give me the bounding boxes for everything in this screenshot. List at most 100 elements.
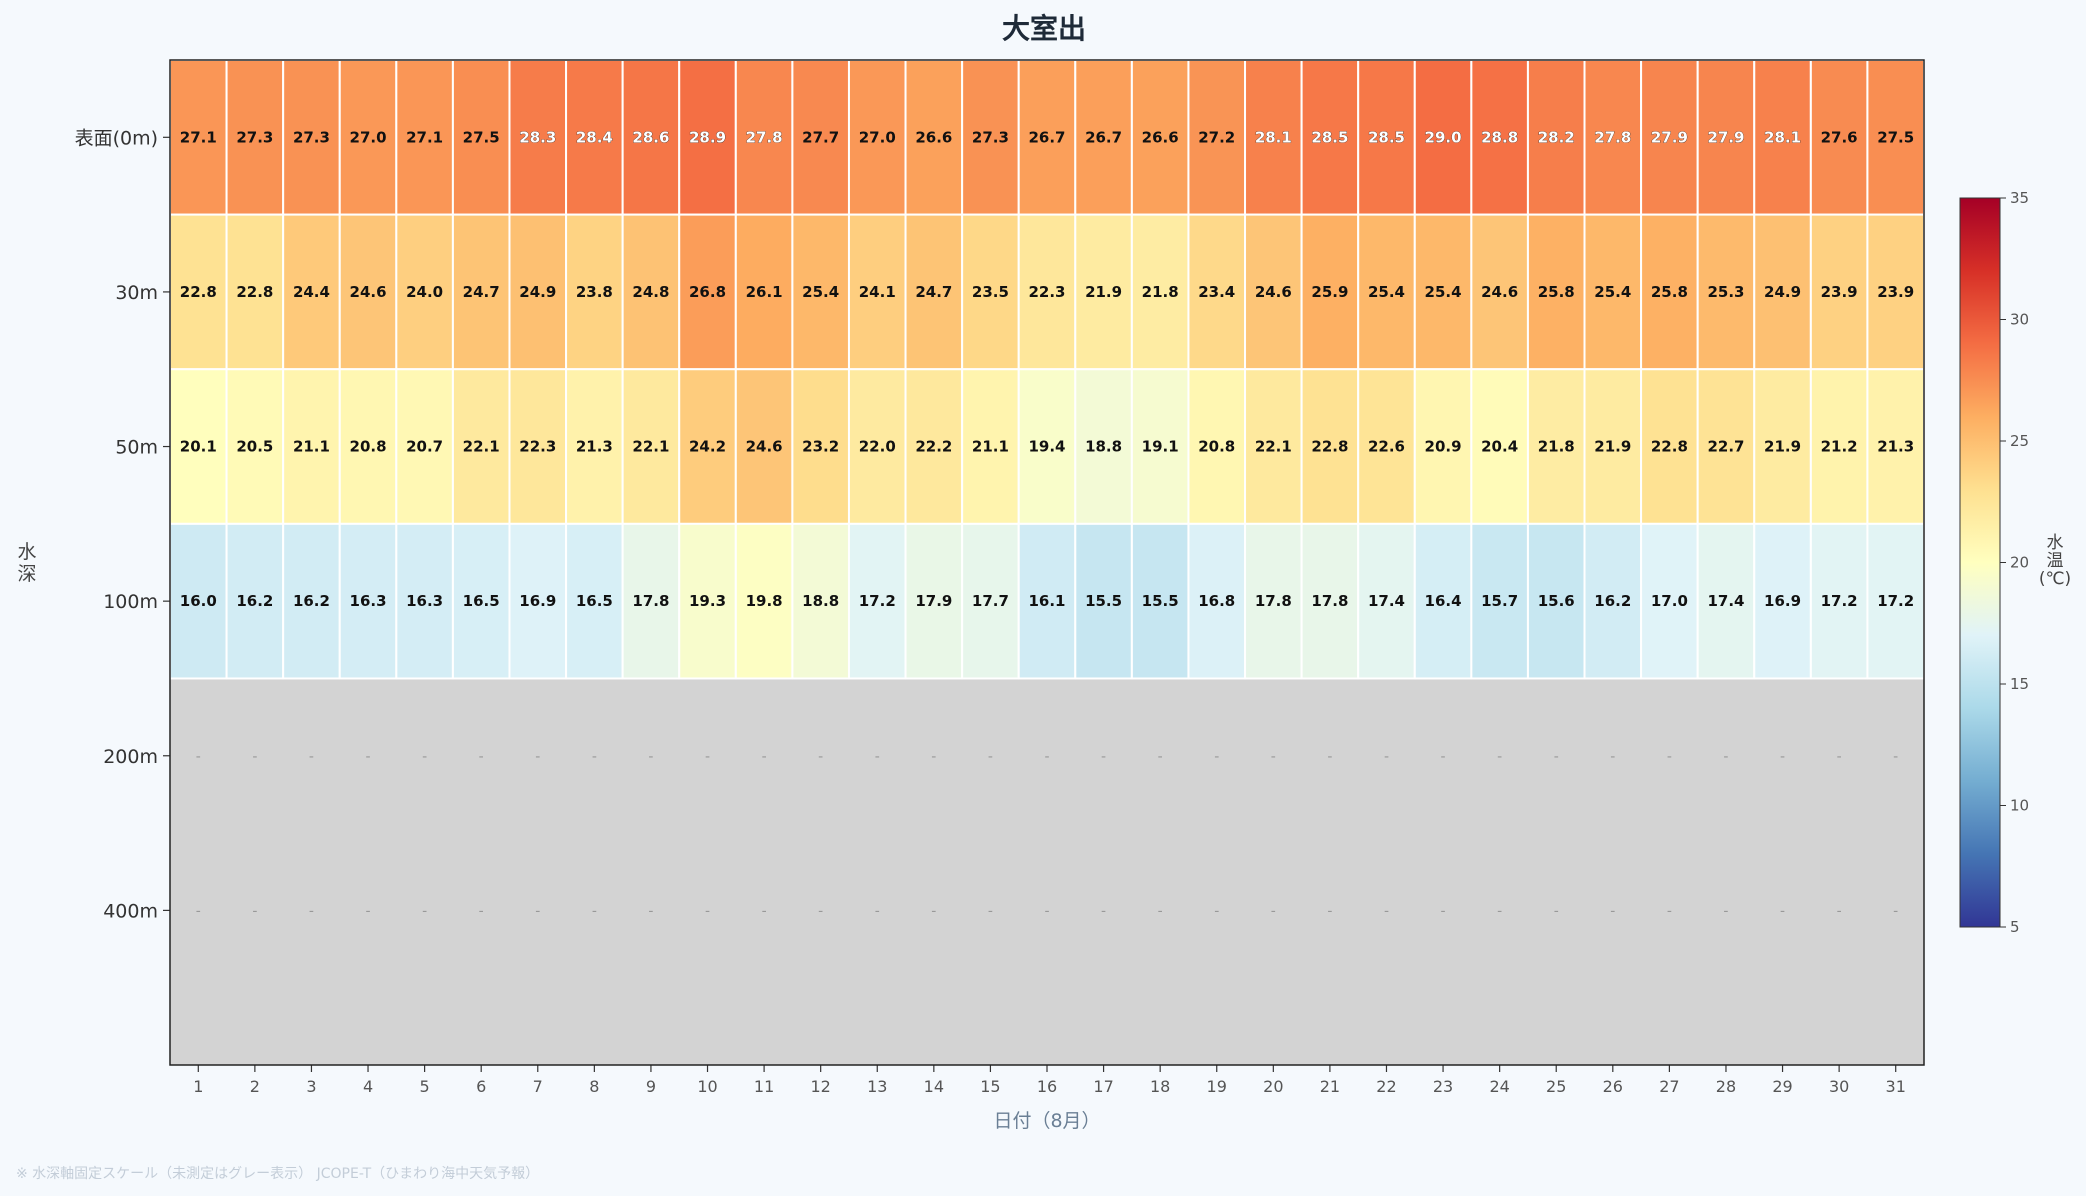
- cell-value-label: 20.4: [1481, 438, 1518, 456]
- heatmap-cell: [1526, 213, 1586, 371]
- heatmap-cell: [1357, 522, 1416, 680]
- cell-value-label: 28.8: [1481, 128, 1518, 146]
- missing-value-label: -: [422, 749, 427, 765]
- missing-value-label: -: [875, 903, 880, 919]
- colorbar-tick-label: 35: [2010, 189, 2029, 207]
- missing-value-label: -: [762, 903, 767, 919]
- heatmap-cell: [961, 213, 1020, 371]
- missing-value-label: -: [931, 903, 936, 919]
- heatmap-cell: [1866, 59, 1925, 216]
- missing-value-label: -: [931, 749, 936, 765]
- heatmap-cell: [282, 522, 341, 680]
- heatmap-cell: [1244, 213, 1303, 371]
- missing-value-label: -: [1158, 903, 1163, 919]
- cell-value-label: 22.3: [1028, 283, 1065, 301]
- cell-value-label: 22.1: [1255, 438, 1292, 456]
- cell-value-label: 17.4: [1368, 592, 1405, 610]
- cell-value-label: 27.0: [350, 128, 387, 146]
- missing-value-label: -: [252, 903, 257, 919]
- cell-value-label: 28.5: [1311, 128, 1348, 146]
- cell-value-label: 16.1: [1028, 592, 1065, 610]
- cell-value-label: 28.6: [632, 128, 669, 146]
- missing-value-label: -: [479, 903, 484, 919]
- cell-value-label: 21.1: [972, 438, 1009, 456]
- x-axis-ticks: 1 2 3 4 5 6 7 8 9 10 11 12 13 14 15 16 17 18 19 20 21 22 23 24 2…: [193, 1065, 1906, 1096]
- cell-value-label: 28.1: [1764, 128, 1801, 146]
- cell-value-label: 25.3: [1707, 283, 1744, 301]
- cell-value-label: 27.6: [1821, 128, 1858, 146]
- heatmap-cell: [1866, 213, 1925, 371]
- cell-value-label: 17.9: [915, 592, 952, 610]
- missing-value-label: -: [1554, 749, 1559, 765]
- cell-value-label: 21.9: [1085, 283, 1122, 301]
- cell-value-label: 25.4: [1425, 283, 1462, 301]
- colorbar-tick-label: 30: [2010, 311, 2029, 329]
- missing-value-label: -: [1441, 903, 1446, 919]
- cell-value-label: 21.9: [1594, 438, 1631, 456]
- missing-value-label: -: [1384, 903, 1389, 919]
- missing-value-label: -: [1271, 903, 1276, 919]
- missing-value-label: -: [1044, 749, 1049, 765]
- heatmap-cell: [1809, 522, 1869, 680]
- cell-value-label: 29.0: [1425, 128, 1462, 146]
- missing-value-label: -: [1723, 749, 1728, 765]
- cell-value-label: 21.8: [1142, 283, 1179, 301]
- cell-value-label: 21.8: [1538, 438, 1575, 456]
- missing-value-label: -: [988, 749, 993, 765]
- cell-value-label: 17.8: [1255, 592, 1292, 610]
- cell-value-label: 19.3: [689, 592, 726, 610]
- heatmap-cell: [1583, 59, 1643, 216]
- missing-value-label: -: [535, 903, 540, 919]
- heatmap-cell: [395, 522, 454, 680]
- heatmap-cell: [451, 368, 511, 525]
- missing-value-label: -: [1384, 749, 1389, 765]
- cell-value-label: 15.5: [1142, 592, 1179, 610]
- heatmap-cell: [1187, 213, 1247, 371]
- missing-value-label: -: [196, 749, 201, 765]
- x-tick-label: 27: [1659, 1077, 1679, 1096]
- missing-value-label: -: [422, 903, 427, 919]
- heatmap-cell: [508, 522, 568, 680]
- x-tick-label: 1: [193, 1077, 203, 1096]
- heatmap-cell: [1753, 59, 1812, 216]
- cell-value-label: 22.3: [519, 438, 556, 456]
- heatmap-cell: [1413, 368, 1473, 525]
- x-tick-label: 20: [1263, 1077, 1283, 1096]
- x-tick-label: 23: [1433, 1077, 1453, 1096]
- heatmap-cell: [847, 213, 907, 371]
- cell-value-label: 26.7: [1085, 128, 1122, 146]
- missing-value-label: -: [535, 749, 540, 765]
- cell-value-label: 16.3: [406, 592, 443, 610]
- heatmap-cell: [678, 368, 737, 525]
- y-tick-label: 表面(0m): [75, 127, 158, 149]
- x-tick-label: 16: [1037, 1077, 1057, 1096]
- missing-value-label: -: [309, 903, 314, 919]
- cell-value-label: 17.4: [1707, 592, 1744, 610]
- colorbar-tick-label: 20: [2010, 554, 2029, 572]
- heatmap-cell: [1640, 213, 1699, 371]
- missing-value-label: -: [1044, 903, 1049, 919]
- heatmap-cell: [508, 213, 568, 371]
- x-tick-label: 6: [476, 1077, 486, 1096]
- heatmap-cell: [1300, 522, 1360, 680]
- cell-value-label: 26.6: [915, 128, 952, 146]
- cell-value-label: 24.6: [1255, 283, 1292, 301]
- cell-value-label: 17.2: [1821, 592, 1858, 610]
- heatmap-cell: [1187, 368, 1247, 525]
- cell-value-label: 24.8: [632, 283, 669, 301]
- cell-value-label: 28.5: [1368, 128, 1405, 146]
- cell-value-label: 27.9: [1707, 128, 1744, 146]
- heatmap-cell: [565, 213, 624, 371]
- missing-value-label: -: [762, 749, 767, 765]
- heatmap-cell: [1017, 368, 1077, 525]
- heatmap-cell: [791, 59, 850, 216]
- heatmap-cell: [565, 59, 624, 216]
- heatmap-cell: [791, 213, 850, 371]
- cell-value-label: 27.1: [180, 128, 217, 146]
- cell-value-label: 15.6: [1538, 592, 1575, 610]
- cell-value-label: 22.8: [236, 283, 273, 301]
- cell-value-label: 16.3: [350, 592, 387, 610]
- missing-value-label: -: [1101, 749, 1106, 765]
- cell-value-label: 16.2: [293, 592, 330, 610]
